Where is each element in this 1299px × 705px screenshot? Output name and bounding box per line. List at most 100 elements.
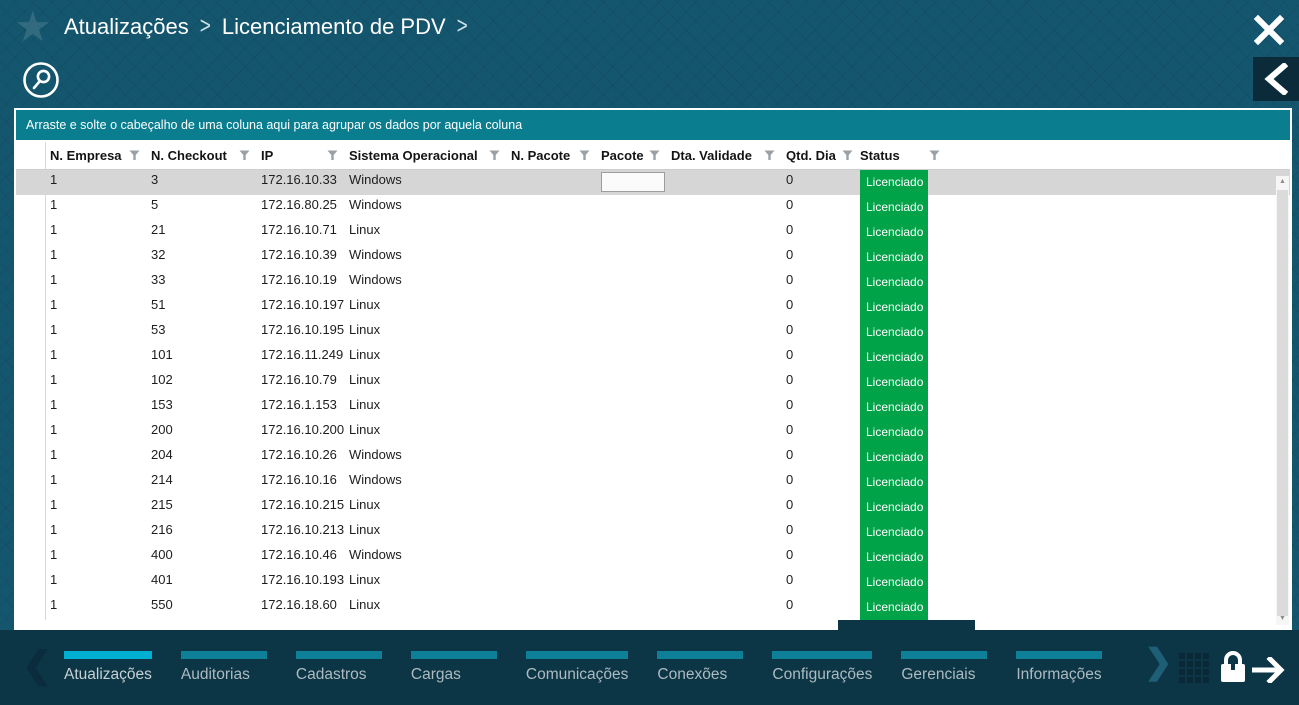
scroll-down-icon[interactable]: ▼ bbox=[1279, 615, 1286, 622]
table-row[interactable]: 1 5 172.16.80.25 Windows 0 Licenciado bbox=[16, 195, 1290, 220]
column-header-n-pacote[interactable]: N. Pacote bbox=[507, 142, 597, 169]
tab-label: Cargas bbox=[410, 666, 461, 683]
filter-icon[interactable] bbox=[764, 150, 775, 161]
table-row[interactable]: 1 200 172.16.10.200 Linux 0 Licenciado bbox=[16, 420, 1290, 445]
cell-n-pacote bbox=[507, 220, 597, 245]
header-filler bbox=[940, 142, 1290, 169]
tab-auditorias[interactable]: Auditorias bbox=[180, 651, 267, 684]
tab-atualiza-es[interactable]: Atualizações bbox=[64, 651, 152, 684]
column-header-qtd-dia[interactable]: Qtd. Dia bbox=[782, 142, 860, 169]
tab-conex-es[interactable]: Conexões bbox=[657, 651, 744, 684]
table-row[interactable]: 1 101 172.16.11.249 Linux 0 Licenciado bbox=[16, 345, 1290, 370]
cell-pacote bbox=[597, 320, 667, 345]
forward-button[interactable] bbox=[1250, 655, 1286, 688]
table-row[interactable]: 1 216 172.16.10.213 Linux 0 Licenciado bbox=[16, 520, 1290, 545]
tab-cargas[interactable]: Cargas bbox=[410, 651, 497, 684]
filter-icon[interactable] bbox=[129, 150, 140, 161]
cell-pacote bbox=[597, 170, 667, 195]
table-row[interactable]: 1 214 172.16.10.16 Windows 0 Licenciado bbox=[16, 470, 1290, 495]
cell-dta-validade bbox=[667, 195, 782, 220]
table-row[interactable]: 1 102 172.16.10.79 Linux 0 Licenciado bbox=[16, 370, 1290, 395]
cell-sistema-operacional: Linux bbox=[349, 347, 381, 362]
tab-scroll-right-icon[interactable]: ❯ bbox=[1144, 643, 1173, 681]
tab-cadastros[interactable]: Cadastros bbox=[295, 651, 382, 684]
tab-comunica-es[interactable]: Comunicações bbox=[525, 651, 629, 684]
table-row[interactable]: 1 153 172.16.1.153 Linux 0 Licenciado bbox=[16, 395, 1290, 420]
cell-dta-validade bbox=[667, 445, 782, 470]
column-header-sistema-operacional[interactable]: Sistema Operacional bbox=[345, 142, 507, 169]
group-by-drop-zone[interactable]: Arraste e solte o cabeçalho de uma colun… bbox=[16, 110, 1290, 140]
filter-icon[interactable] bbox=[327, 150, 338, 161]
cell-n-checkout: 401 bbox=[151, 572, 173, 587]
scroll-up-icon[interactable]: ▲ bbox=[1279, 178, 1286, 185]
cell-qtd-dia: 0 bbox=[786, 297, 794, 312]
table-row[interactable]: 1 550 172.16.18.60 Linux 0 Licenciado bbox=[16, 595, 1290, 620]
cell-pacote bbox=[597, 570, 667, 595]
column-header-ip[interactable]: IP bbox=[257, 142, 345, 169]
cell-dta-validade bbox=[667, 520, 782, 545]
filter-icon[interactable] bbox=[489, 150, 500, 161]
cell-status: Licenciado bbox=[860, 520, 940, 545]
column-header-n-empresa[interactable]: N. Empresa bbox=[46, 142, 147, 169]
tab-indicator-bar bbox=[64, 651, 152, 659]
cell-dta-validade bbox=[667, 370, 782, 395]
cell-sistema-operacional: Linux bbox=[349, 322, 381, 337]
filter-icon[interactable] bbox=[579, 150, 590, 161]
column-header-dta-validade[interactable]: Dta. Validade bbox=[667, 142, 782, 169]
table-row[interactable]: 1 51 172.16.10.197 Linux 0 Licenciado bbox=[16, 295, 1290, 320]
tab-gerenciais[interactable]: Gerenciais bbox=[901, 651, 988, 684]
row-indicator bbox=[16, 370, 46, 395]
cell-pacote bbox=[597, 345, 667, 370]
column-header-pacote[interactable]: Pacote bbox=[597, 142, 667, 169]
cell-n-checkout: 153 bbox=[151, 397, 173, 412]
cell-n-pacote bbox=[507, 420, 597, 445]
table-row[interactable]: 1 401 172.16.10.193 Linux 0 Licenciado bbox=[16, 570, 1290, 595]
row-indicator bbox=[16, 445, 46, 470]
search-button[interactable] bbox=[22, 61, 60, 99]
pacote-inline-editor[interactable] bbox=[601, 172, 665, 192]
table-row[interactable]: 1 215 172.16.10.215 Linux 0 Licenciado bbox=[16, 495, 1290, 520]
breadcrumb-item[interactable]: Licenciamento de PDV bbox=[221, 14, 446, 39]
cell-qtd-dia: 0 bbox=[786, 372, 794, 387]
cell-dta-validade bbox=[667, 395, 782, 420]
row-indicator bbox=[16, 270, 46, 295]
tab-indicator-bar bbox=[410, 651, 497, 659]
filter-icon[interactable] bbox=[239, 150, 250, 161]
cell-n-pacote bbox=[507, 470, 597, 495]
cell-pacote bbox=[597, 295, 667, 320]
tab-scroll-left-icon[interactable]: ❮ bbox=[22, 644, 53, 685]
column-header-label: N. Checkout bbox=[151, 148, 227, 163]
lock-button[interactable] bbox=[1218, 650, 1248, 689]
collapse-panel-button[interactable] bbox=[1253, 57, 1299, 101]
table-row[interactable]: 1 21 172.16.10.71 Linux 0 Licenciado bbox=[16, 220, 1290, 245]
cell-n-checkout: 216 bbox=[151, 522, 173, 537]
column-header-n-checkout[interactable]: N. Checkout bbox=[147, 142, 257, 169]
cell-n-empresa: 1 bbox=[50, 422, 58, 437]
table-row[interactable]: 1 32 172.16.10.39 Windows 0 Licenciado bbox=[16, 245, 1290, 270]
cell-sistema-operacional: Windows bbox=[349, 472, 402, 487]
table-row[interactable]: 1 53 172.16.10.195 Linux 0 Licenciado bbox=[16, 320, 1290, 345]
column-header-status[interactable]: Status bbox=[860, 142, 940, 169]
tab-informa-es[interactable]: Informações bbox=[1016, 651, 1103, 684]
table-row[interactable]: 1 3 172.16.10.33 Windows 0 Licenciado bbox=[16, 170, 1290, 195]
tab-label: Comunicações bbox=[525, 666, 629, 683]
cell-n-pacote bbox=[507, 495, 597, 520]
close-button[interactable] bbox=[1253, 14, 1285, 46]
cell-dta-validade bbox=[667, 595, 782, 620]
filter-icon[interactable] bbox=[649, 150, 660, 161]
cell-n-empresa: 1 bbox=[50, 597, 58, 612]
arrow-right-icon bbox=[1252, 655, 1285, 685]
table-row[interactable]: 1 204 172.16.10.26 Windows 0 Licenciado bbox=[16, 445, 1290, 470]
table-row[interactable]: 1 33 172.16.10.19 Windows 0 Licenciado bbox=[16, 270, 1290, 295]
filter-icon[interactable] bbox=[842, 150, 853, 161]
filter-icon[interactable] bbox=[929, 150, 940, 161]
tab-configura-es[interactable]: Configurações bbox=[772, 651, 873, 684]
status-badge: Licenciado bbox=[860, 345, 928, 370]
cell-pacote bbox=[597, 595, 667, 620]
apps-grid-icon[interactable] bbox=[1179, 653, 1209, 683]
cell-n-empresa: 1 bbox=[50, 322, 58, 337]
vertical-scrollbar[interactable]: ▲ ▼ bbox=[1276, 176, 1289, 625]
scrollbar-thumb[interactable] bbox=[1277, 190, 1288, 616]
table-row[interactable]: 1 400 172.16.10.46 Windows 0 Licenciado bbox=[16, 545, 1290, 570]
breadcrumb-item[interactable]: Atualizações bbox=[64, 14, 189, 39]
